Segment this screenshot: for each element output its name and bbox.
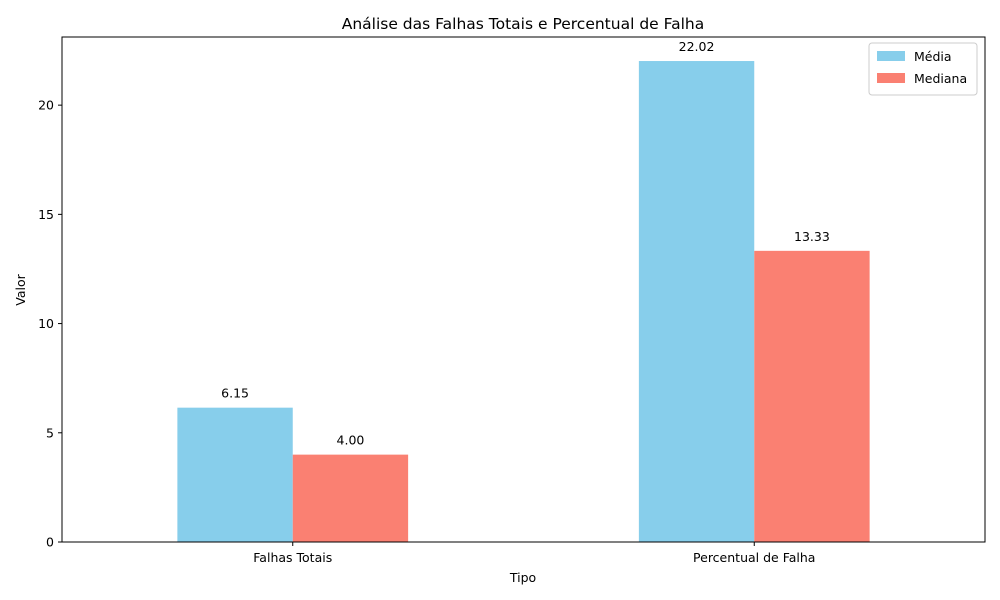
- legend-label-0: Média: [914, 49, 952, 64]
- bars-group: [177, 61, 870, 542]
- x-tick-label-0: Falhas Totais: [253, 550, 332, 565]
- y-tick-label-0: 0: [46, 535, 54, 550]
- x-axis-title: Tipo: [509, 570, 536, 585]
- y-axis-title: Valor: [13, 273, 28, 305]
- y-tick-label-2: 10: [38, 316, 54, 331]
- y-axis: 0 5 10 15 20: [38, 98, 62, 550]
- data-label-0-0: 6.15: [221, 386, 249, 401]
- bar-1-0: [292, 454, 409, 542]
- chart-title: Análise das Falhas Totais e Percentual d…: [342, 15, 705, 33]
- bar-0-1: [638, 61, 755, 542]
- y-tick-label-4: 20: [38, 98, 54, 113]
- y-tick-label-1: 5: [46, 425, 54, 440]
- legend-label-1: Mediana: [914, 71, 967, 86]
- legend-swatch-0: [877, 51, 905, 61]
- data-label-1-0: 4.00: [337, 433, 365, 448]
- data-label-0-1: 22.02: [679, 39, 715, 54]
- plot-frame: [61, 36, 986, 543]
- legend: Média Mediana: [868, 42, 978, 96]
- y-tick-label-3: 15: [38, 207, 54, 222]
- x-axis: Falhas Totais Percentual de Falha: [253, 542, 815, 565]
- legend-swatch-1: [877, 73, 905, 83]
- bar-0-0: [177, 407, 293, 542]
- x-tick-label-1: Percentual de Falha: [693, 550, 815, 565]
- data-label-1-1: 13.33: [794, 229, 830, 244]
- data-labels-group: 6.15 4.00 22.02 13.33: [221, 39, 830, 448]
- bar-1-1: [754, 250, 870, 542]
